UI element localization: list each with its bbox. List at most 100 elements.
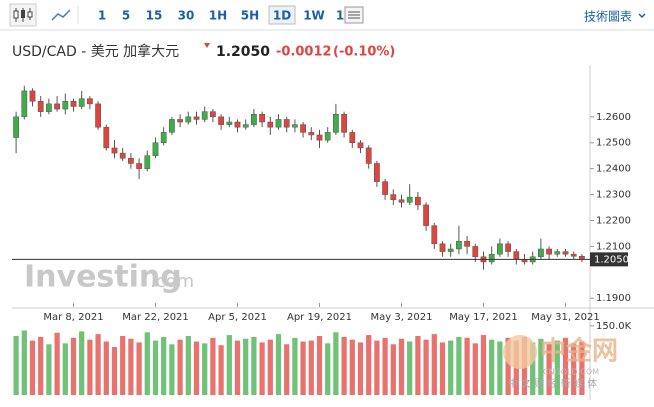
- volume-bar: [218, 345, 224, 395]
- interval-button[interactable]: 1: [98, 9, 106, 23]
- x-tick-label: May 3, 2021: [370, 312, 432, 323]
- volume-bar: [431, 334, 437, 395]
- candle-body: [242, 124, 249, 128]
- volume-bar: [62, 343, 68, 395]
- volume-bar: [21, 330, 27, 395]
- candle-body: [324, 132, 331, 141]
- candle-body: [62, 101, 69, 110]
- candle-body: [136, 163, 142, 169]
- watermark: 中 文 财 经 新 媒 体: [508, 377, 597, 390]
- candle-body: [333, 113, 339, 133]
- volume-bar: [226, 335, 232, 395]
- icon-body: [21, 10, 25, 18]
- last-price-box: [590, 252, 628, 267]
- x-tick-label: May 31, 2021: [531, 312, 599, 323]
- candle-body: [103, 126, 110, 149]
- volume-bar: [202, 343, 208, 395]
- volume-bar: [423, 339, 429, 395]
- chevron[interactable]: [638, 13, 646, 19]
- candle-body: [431, 225, 438, 245]
- volume-bar: [267, 339, 273, 395]
- candle-body: [37, 101, 44, 112]
- candle-body: [308, 132, 315, 136]
- candle-body: [169, 119, 175, 133]
- candle-body: [201, 111, 208, 120]
- interval-button[interactable]: 1W: [303, 9, 325, 23]
- candle-body: [382, 181, 388, 195]
- candle-body: [374, 163, 380, 182]
- candle-body: [218, 116, 224, 125]
- interval-button[interactable]: 15: [146, 9, 163, 23]
- volume-bar: [29, 340, 36, 395]
- chart-link[interactable]: 技術圖表: [584, 10, 632, 24]
- down-arrow: [204, 43, 210, 48]
- volume-bar: [177, 339, 183, 395]
- candle-body: [177, 119, 183, 123]
- volume-bar: [87, 339, 93, 395]
- interval-button[interactable]: 5: [122, 9, 130, 23]
- line-icon[interactable]: [51, 9, 71, 21]
- candle-body: [316, 134, 323, 141]
- volume-bar: [144, 332, 150, 395]
- candle-body: [193, 116, 200, 120]
- symbol: USD/CAD - 美元 加拿大元: [12, 43, 179, 60]
- volume-bar: [562, 337, 569, 395]
- volume-bar: [415, 335, 421, 395]
- change: -0.0012: [276, 45, 332, 60]
- watermark: Investing: [24, 260, 182, 295]
- volume-bar: [382, 337, 388, 395]
- candle-icon[interactable]: [9, 3, 37, 27]
- watermark: .com: [150, 271, 194, 292]
- candle-body: [144, 155, 151, 169]
- y-tick-label: 1.2200: [596, 215, 631, 226]
- candle-body: [210, 111, 216, 118]
- volume-bar: [185, 335, 191, 395]
- volume-bar: [300, 341, 306, 395]
- volume-bar: [366, 335, 372, 395]
- volume-bar: [325, 343, 331, 395]
- candle-body: [365, 147, 372, 164]
- candle-body: [390, 194, 397, 201]
- y-tick-label: 1.2500: [596, 138, 631, 149]
- volume-bar: [333, 332, 339, 395]
- volume-bar: [464, 337, 470, 395]
- volume-bar: [497, 341, 503, 395]
- change-percent: (-0.10%): [333, 45, 395, 60]
- interval-button[interactable]: 5H: [241, 9, 259, 23]
- price: 1.2050: [216, 44, 270, 60]
- interval-button[interactable]: 1H: [209, 9, 227, 23]
- candle-body: [398, 199, 405, 203]
- candle-body: [128, 158, 134, 164]
- candle-body: [439, 243, 446, 252]
- interval-button[interactable]: 1D: [273, 9, 291, 23]
- volume-bar: [243, 338, 249, 395]
- candle-body: [300, 124, 306, 133]
- candle-body: [95, 103, 101, 128]
- volume-bar: [95, 334, 101, 395]
- candle-body: [54, 103, 60, 110]
- volume-bar: [54, 332, 60, 395]
- candle-body: [472, 246, 479, 258]
- watermark: 中金网: [540, 336, 618, 367]
- volume-bar: [275, 334, 282, 395]
- y-tick-label: 1.2400: [596, 164, 631, 175]
- candle-body: [546, 248, 552, 255]
- volume-bar: [538, 338, 544, 395]
- selected-button[interactable]: [268, 5, 296, 25]
- volume-bar: [308, 340, 314, 395]
- candle-body: [447, 248, 454, 252]
- candle-body: [21, 90, 28, 118]
- candle-body: [513, 251, 520, 260]
- candle-body: [554, 251, 561, 255]
- volume-bar: [161, 336, 167, 395]
- x-tick-label: Apr 19, 2021: [287, 312, 352, 323]
- candle-body: [251, 113, 257, 125]
- y-tick-label: 1.2600: [596, 112, 631, 123]
- volume-bar: [210, 337, 216, 395]
- candle-body: [292, 124, 298, 128]
- candle-body: [87, 98, 93, 105]
- interval-button[interactable]: 30: [178, 9, 195, 23]
- candle-body: [488, 253, 495, 263]
- volume-bar: [480, 335, 487, 395]
- volume-bar: [357, 342, 364, 395]
